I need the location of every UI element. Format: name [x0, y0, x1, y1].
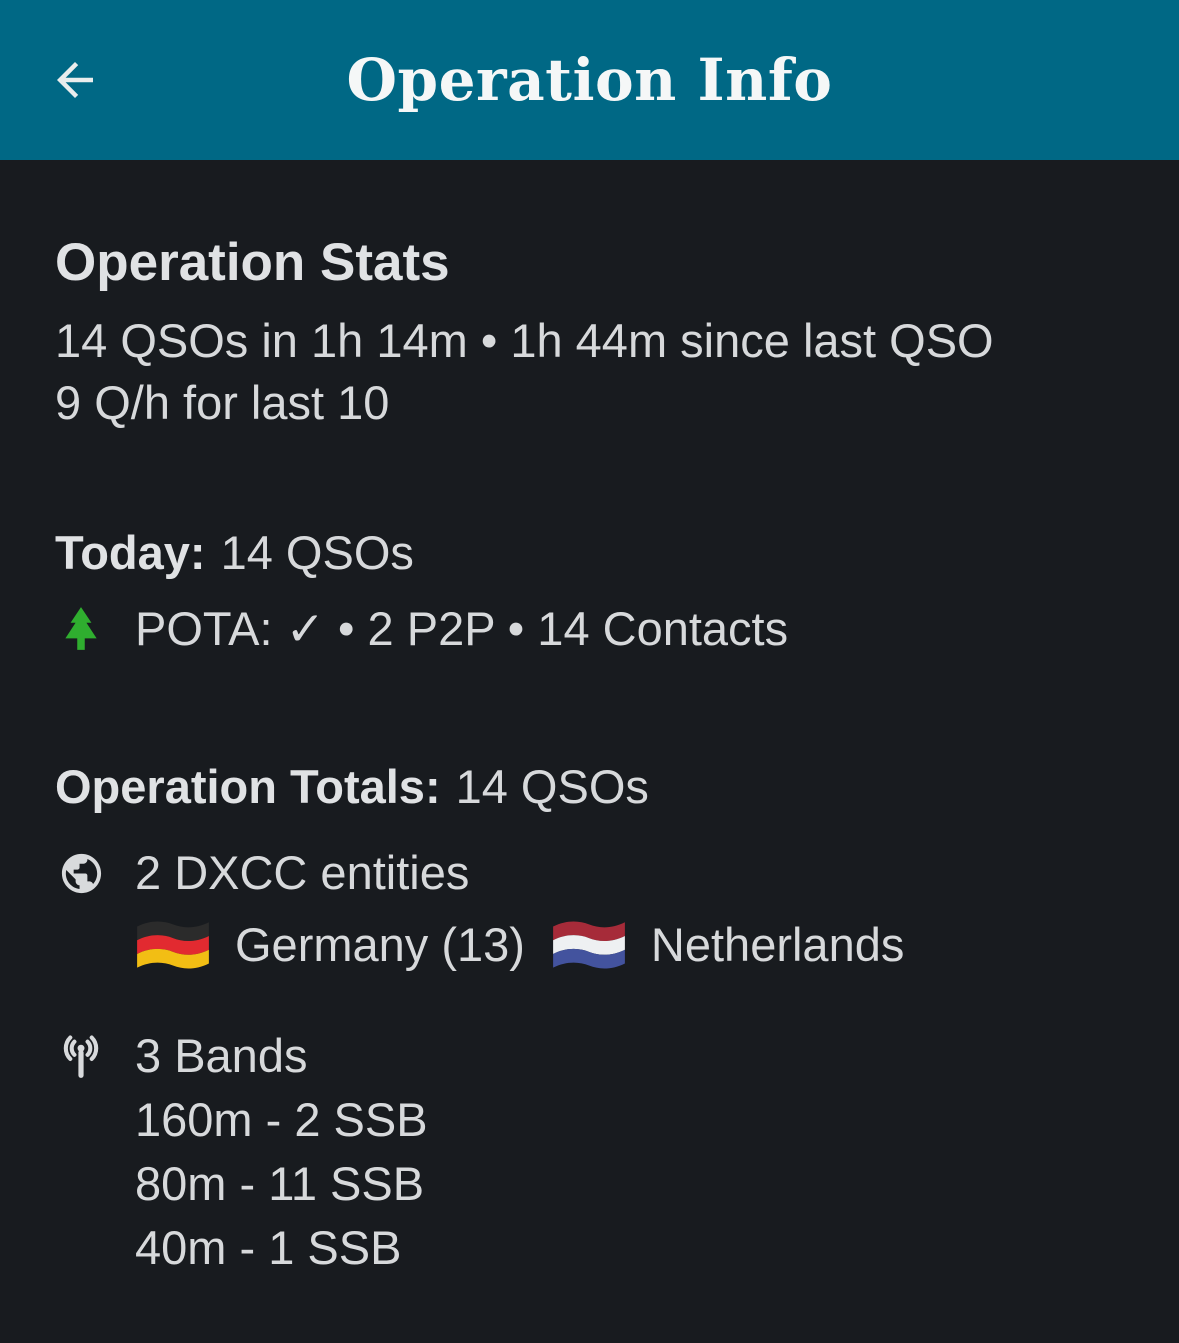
country-germany-label: Germany (13): [235, 918, 525, 971]
country-germany: Germany (13): [135, 914, 525, 976]
band-row-160m: 160m - 2 SSB: [135, 1093, 428, 1146]
summary-line-2: 9 Q/h for last 10: [55, 376, 390, 429]
operation-totals-label: Operation Totals:: [55, 760, 441, 813]
netherlands-flag-icon: [551, 917, 627, 974]
pine-tree-icon: [55, 601, 107, 657]
country-netherlands-label: Netherlands: [650, 918, 905, 971]
back-button[interactable]: [40, 45, 110, 115]
content: Operation Stats 14 QSOs in 1h 14m • 1h 4…: [0, 232, 1179, 1280]
antenna-icon: [55, 1030, 107, 1086]
app-bar: Operation Info: [0, 0, 1179, 160]
globe-icon: [55, 850, 107, 897]
band-row-80m: 80m - 11 SSB: [135, 1157, 425, 1210]
summary-line-1: 14 QSOs in 1h 14m • 1h 44m since last QS…: [55, 314, 994, 367]
pota-row: POTA: ✓ • 2 P2P • 14 Contacts: [55, 598, 1124, 660]
today-label: Today:: [55, 526, 206, 579]
dxcc-entities-text: 2 DXCC entities: [135, 846, 470, 899]
country-netherlands: Netherlands: [551, 914, 904, 976]
bands-list: 3 Bands 160m - 2 SSB 80m - 11 SSB 40m - …: [135, 1024, 428, 1280]
operation-totals-row: Operation Totals: 14 QSOs: [55, 756, 1124, 818]
dxcc-countries-row: Germany (13) Netherlands: [55, 914, 1124, 976]
band-row-40m: 40m - 1 SSB: [135, 1221, 402, 1274]
germany-flag-icon: [135, 917, 211, 974]
operation-totals-qso-count: 14 QSOs: [455, 760, 649, 813]
page-title: Operation Info: [346, 46, 833, 114]
pota-status-text: POTA: ✓ • 2 P2P • 14 Contacts: [135, 602, 789, 655]
operation-stats-heading: Operation Stats: [55, 233, 450, 292]
bands-row: 3 Bands 160m - 2 SSB 80m - 11 SSB 40m - …: [55, 1024, 1124, 1280]
today-qso-count: 14 QSOs: [220, 526, 414, 579]
bands-count-text: 3 Bands: [135, 1029, 308, 1082]
qso-rate-summary: 14 QSOs in 1h 14m • 1h 44m since last QS…: [55, 310, 1124, 434]
arrow-left-icon: [48, 62, 102, 110]
dxcc-row: 2 DXCC entities: [55, 842, 1124, 904]
today-row: Today: 14 QSOs: [55, 522, 1124, 584]
